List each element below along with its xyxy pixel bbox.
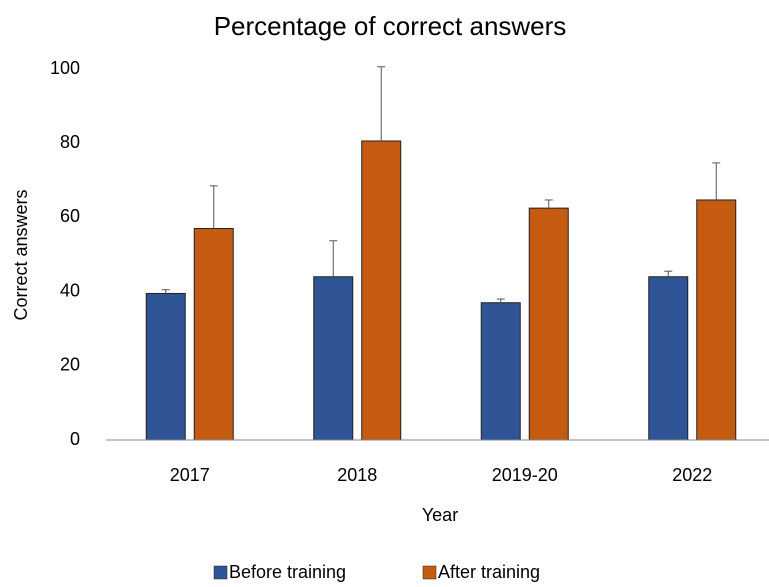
y-tick-label: 40 [60,280,80,300]
bar [193,228,234,441]
x-tick-label: 2018 [337,465,377,485]
bar [145,292,186,441]
chart-title: Percentage of correct answers [214,11,567,41]
bar [313,276,354,441]
y-tick-label: 60 [60,206,80,226]
y-tick-label: 80 [60,132,80,152]
bar [480,302,521,441]
legend-label: Before training [229,562,346,582]
bar [696,199,737,441]
bar [361,140,402,441]
y-tick-label: 100 [50,58,80,78]
y-tick-label: 20 [60,355,80,375]
x-axis-label: Year [422,505,458,525]
x-tick-label: 2017 [170,465,210,485]
y-tick-label: 0 [70,429,80,449]
legend-swatch [422,565,437,580]
y-axis-label: Correct answers [11,189,31,320]
legend-label: After training [438,562,540,582]
bar [528,207,569,441]
x-tick-label: 2019-20 [492,465,558,485]
bar [648,276,689,441]
x-tick-label: 2022 [672,465,712,485]
legend-swatch [213,565,228,580]
